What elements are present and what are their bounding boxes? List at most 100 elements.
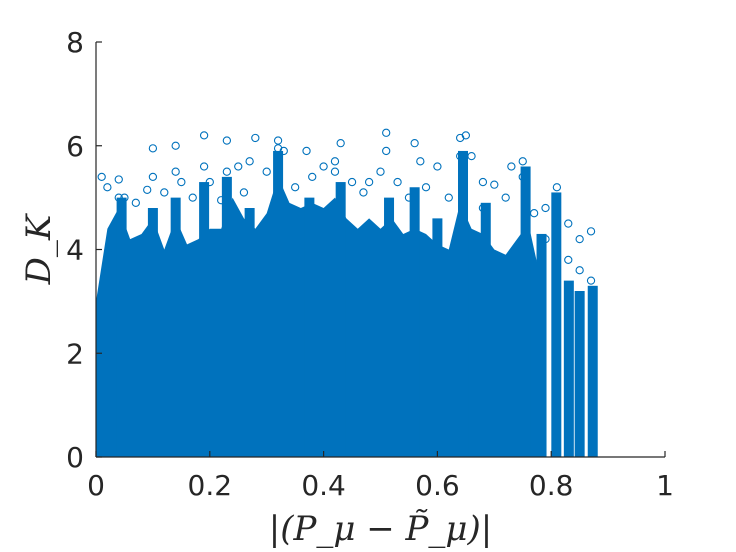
scatter-point <box>467 151 476 161</box>
scatter-point <box>501 193 510 202</box>
scatter-point <box>148 144 158 153</box>
scatter-point <box>364 177 374 187</box>
scatter-point <box>518 172 527 182</box>
scatter-point <box>575 234 584 244</box>
scatter-column <box>170 197 181 457</box>
scatter-point <box>586 227 596 236</box>
y-axis-label: D_K <box>19 212 59 285</box>
scatter-point <box>148 172 158 182</box>
scatter-point <box>416 157 425 166</box>
scatter-point <box>444 193 453 202</box>
scatter-point <box>302 146 311 156</box>
scatter-point <box>239 188 249 197</box>
scatter-point <box>586 276 596 285</box>
y-tick-label: 4 <box>66 234 84 267</box>
scatter-point <box>529 209 539 218</box>
scatter-point <box>518 157 527 166</box>
scatter-column <box>221 176 232 457</box>
scatter-point <box>404 193 414 202</box>
scatter-dense-region <box>96 176 546 457</box>
scatter-point <box>114 175 123 184</box>
scatter-point <box>552 198 562 207</box>
scatter-point <box>478 177 488 187</box>
scatter-point <box>552 183 562 192</box>
scatter-point <box>222 167 232 176</box>
scatter-column <box>244 208 255 457</box>
axis-ticks: 0 0.2 0.4 0.6 0.8 1 0 2 4 6 8 <box>66 26 674 502</box>
scatter-point <box>160 188 169 197</box>
y-tick-label: 6 <box>66 130 84 163</box>
scatter-point <box>103 183 112 192</box>
scatter-point <box>421 183 431 192</box>
scatter-point <box>478 203 488 213</box>
scatter-column <box>536 233 547 457</box>
scatter-point <box>330 167 340 176</box>
scatter-point <box>319 162 328 171</box>
scatter-point <box>564 219 573 228</box>
scatter-point <box>262 167 271 176</box>
scatter-column <box>551 192 562 457</box>
scatter-point <box>308 172 317 182</box>
scatter-point <box>461 131 470 140</box>
x-tick-label: 1 <box>656 469 674 502</box>
scatter-point <box>507 162 516 171</box>
scatter-column <box>384 197 395 457</box>
scatter-point <box>234 162 243 171</box>
scatter-point <box>290 183 300 192</box>
scatter-point <box>251 133 260 143</box>
scatter-point <box>273 136 283 145</box>
scatter-point <box>97 172 106 182</box>
scatter-column <box>563 280 574 457</box>
scatter-point <box>330 157 340 166</box>
x-axis-label: |(P_μ − P̃_μ)| <box>269 509 493 549</box>
scatter-column <box>116 197 127 457</box>
scatter-point <box>376 167 385 176</box>
scatter-column <box>587 285 598 457</box>
scatter-point <box>336 139 345 148</box>
scatter-column <box>199 182 210 457</box>
scatter-point <box>171 167 180 176</box>
scatter-point <box>114 193 123 202</box>
scatter-column <box>458 150 469 457</box>
y-tick-label: 8 <box>66 26 84 59</box>
scatter-point <box>347 177 357 187</box>
scatter-column <box>480 202 491 457</box>
scatter-point <box>490 180 499 189</box>
scatter-column <box>409 187 420 457</box>
scatter-point <box>222 136 232 145</box>
scatter-point <box>205 177 214 187</box>
x-tick-label: 0 <box>87 469 105 502</box>
scatter-point <box>541 203 550 213</box>
scatter-point <box>273 144 283 153</box>
scatter-point <box>120 193 129 202</box>
scatter-point <box>131 198 140 207</box>
scatter-point <box>382 128 391 137</box>
scatter-point <box>393 177 402 187</box>
scatter-point <box>177 177 186 187</box>
scatter-point <box>199 162 209 171</box>
scatter-point <box>171 141 180 150</box>
scatter-point <box>433 162 442 171</box>
scatter-point <box>188 193 197 202</box>
scatter-point <box>410 139 419 148</box>
plot-area <box>96 128 598 457</box>
scatter-point <box>199 131 209 140</box>
scatter-point <box>575 266 584 275</box>
scatter-column <box>520 166 531 457</box>
scatter-point <box>456 151 465 161</box>
x-tick-label: 0.4 <box>301 469 346 502</box>
scatter-column <box>273 150 284 457</box>
scatter-column <box>147 208 158 457</box>
scatter-point <box>382 146 391 156</box>
scatter-column <box>432 218 443 457</box>
y-tick-label: 0 <box>66 441 84 474</box>
x-tick-label: 0.8 <box>529 469 574 502</box>
scatter-column <box>574 291 585 457</box>
scatter-column <box>304 197 315 457</box>
scatter-point <box>541 234 550 244</box>
scatter-point <box>359 188 368 197</box>
scatter-point <box>245 157 254 166</box>
x-tick-label: 0.2 <box>188 469 233 502</box>
scatter-column <box>335 182 346 457</box>
